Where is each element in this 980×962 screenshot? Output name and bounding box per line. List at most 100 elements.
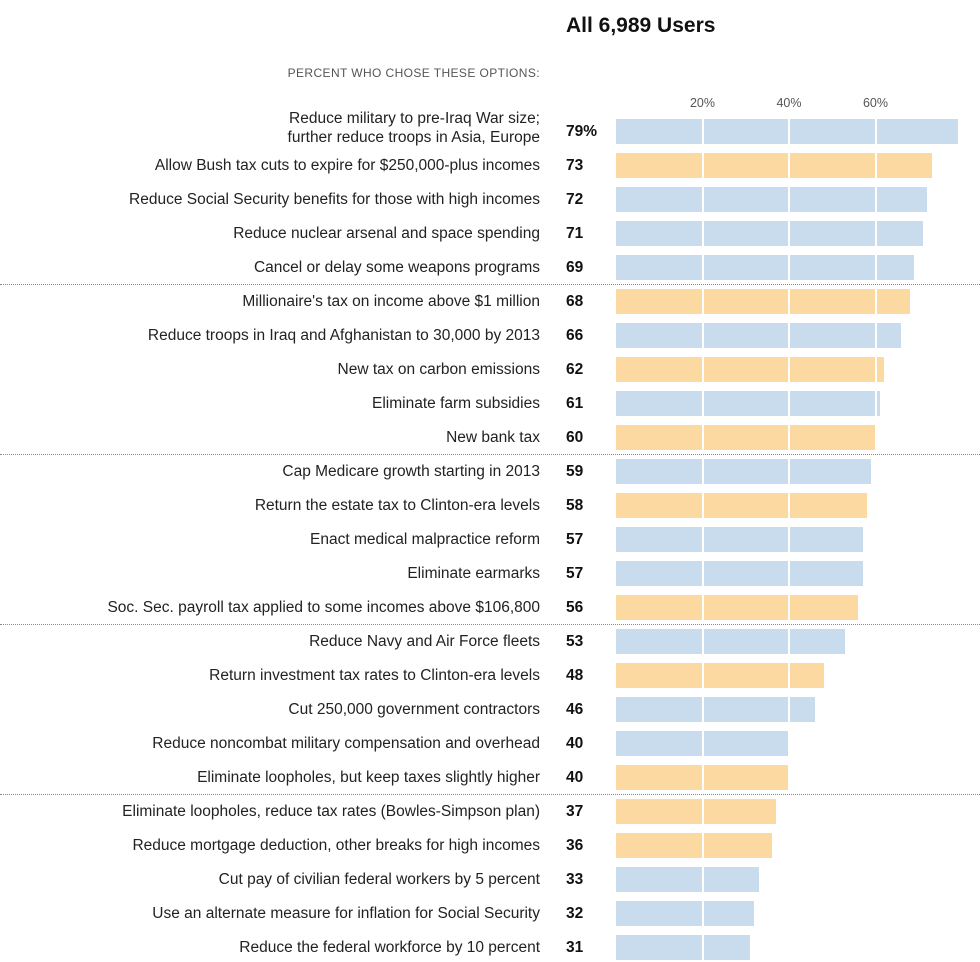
bar bbox=[616, 255, 915, 280]
row-label-line: Eliminate loopholes, reduce tax rates (B… bbox=[122, 803, 540, 820]
row-label-line: Reduce noncombat military compensation a… bbox=[152, 735, 540, 752]
row-label: Eliminate farm subsidies bbox=[372, 394, 540, 413]
row-label: Eliminate earmarks bbox=[407, 564, 540, 583]
row-label-line: Reduce nuclear arsenal and space spendin… bbox=[233, 225, 540, 242]
bar bbox=[616, 527, 863, 552]
row-label: Cut 250,000 government contractors bbox=[288, 700, 540, 719]
group-separator bbox=[0, 623, 980, 625]
row-value: 59 bbox=[566, 463, 584, 480]
bar bbox=[616, 561, 863, 586]
bar bbox=[616, 459, 872, 484]
row-value: 61 bbox=[566, 395, 584, 412]
row-label: New bank tax bbox=[446, 428, 540, 447]
row-value: 31 bbox=[566, 939, 584, 956]
row-label-line: Allow Bush tax cuts to expire for $250,0… bbox=[154, 157, 540, 174]
chart-subtitle: PERCENT WHO CHOSE THESE OPTIONS: bbox=[287, 66, 540, 80]
bar bbox=[616, 493, 867, 518]
row-value: 48 bbox=[566, 667, 584, 684]
row-value: 73 bbox=[566, 157, 584, 174]
row-label-line: New bank tax bbox=[446, 429, 540, 446]
row-label-line: Reduce troops in Iraq and Afghanistan to… bbox=[147, 327, 540, 344]
row-value: 66 bbox=[566, 327, 584, 344]
row-label-line: Eliminate farm subsidies bbox=[372, 395, 540, 412]
bar bbox=[616, 187, 928, 212]
bar bbox=[616, 595, 859, 620]
row-value: 53 bbox=[566, 633, 584, 650]
bar bbox=[616, 391, 880, 416]
group-separator bbox=[0, 283, 980, 285]
row-label-line: Return investment tax rates to Clinton-e… bbox=[209, 667, 540, 684]
row-value: 36 bbox=[566, 837, 584, 854]
tick-label: 60% bbox=[862, 96, 889, 110]
row-label: Use an alternate measure for inflation f… bbox=[152, 904, 540, 923]
bar bbox=[616, 289, 911, 314]
row-label: Reduce Navy and Air Force fleets bbox=[309, 632, 540, 651]
row-value: 60 bbox=[566, 429, 584, 446]
row-value: 68 bbox=[566, 293, 584, 310]
row-label: Reduce military to pre-Iraq War size; fur… bbox=[288, 109, 540, 147]
row-label: Cap Medicare growth starting in 2013 bbox=[282, 462, 540, 481]
row-value: 56 bbox=[566, 599, 584, 616]
row-label-line: Cap Medicare growth starting in 2013 bbox=[282, 463, 540, 480]
row-value: 57 bbox=[566, 531, 584, 548]
row-label: Cut pay of civilian federal workers by 5… bbox=[219, 870, 540, 889]
grid-line bbox=[701, 117, 704, 962]
row-label: Reduce the federal workforce by 10 perce… bbox=[239, 938, 540, 957]
row-label-line: Reduce mortgage deduction, other breaks … bbox=[132, 837, 540, 854]
row-label-line: Return the estate tax to Clinton-era lev… bbox=[254, 497, 540, 514]
row-value: 69 bbox=[566, 259, 584, 276]
row-label-line: Cut 250,000 government contractors bbox=[288, 701, 540, 718]
tick-label: 20% bbox=[689, 96, 716, 110]
grid-line bbox=[788, 117, 790, 962]
tick-label: 40% bbox=[776, 96, 802, 110]
group-separator bbox=[0, 453, 980, 455]
row-label: Return investment tax rates to Clinton-e… bbox=[209, 666, 540, 685]
row-label: Allow Bush tax cuts to expire for $250,0… bbox=[155, 156, 540, 175]
bar bbox=[616, 153, 932, 178]
chart-title: All 6,989 Users bbox=[566, 14, 716, 37]
bar bbox=[616, 901, 755, 926]
bar bbox=[616, 119, 958, 144]
row-label-line: Cut pay of civilian federal workers by 5… bbox=[218, 871, 540, 888]
row-label-line: Reduce Navy and Air Force fleets bbox=[309, 633, 540, 650]
row-value: 40 bbox=[566, 735, 584, 752]
bar bbox=[616, 425, 876, 450]
row-label-line: Reduce Social Security benefits for thos… bbox=[129, 191, 540, 208]
bar bbox=[616, 697, 815, 722]
row-label: Cancel or delay some weapons programs bbox=[254, 258, 540, 277]
bar bbox=[616, 629, 846, 654]
bar bbox=[616, 323, 902, 348]
row-label-line: Cancel or delay some weapons programs bbox=[253, 259, 540, 276]
row-label: Return the estate tax to Clinton-era lev… bbox=[255, 496, 540, 515]
row-label: Eliminate loopholes, reduce tax rates (B… bbox=[122, 802, 540, 821]
row-label-line: Enact medical malpractice reform bbox=[310, 531, 540, 548]
row-label-line: Eliminate earmarks bbox=[407, 565, 540, 582]
row-label: Millionaire's tax on income above $1 mil… bbox=[242, 292, 540, 311]
row-value: 72 bbox=[566, 191, 584, 208]
bar bbox=[616, 357, 885, 382]
bar bbox=[616, 663, 824, 688]
row-value: 62 bbox=[566, 361, 584, 378]
row-label-line: New tax on carbon emissions bbox=[337, 361, 540, 378]
bar bbox=[616, 867, 759, 892]
row-value: 58 bbox=[566, 497, 584, 514]
row-value: 79% bbox=[566, 123, 598, 140]
row-label: Reduce noncombat military compensation a… bbox=[152, 734, 540, 753]
row-value: 33 bbox=[566, 871, 584, 888]
bar bbox=[616, 833, 772, 858]
row-label: Reduce Social Security benefits for thos… bbox=[129, 190, 540, 209]
bar bbox=[616, 221, 924, 246]
row-value: 57 bbox=[566, 565, 584, 582]
grid-line bbox=[874, 117, 877, 962]
row-label-line: Reduce the federal workforce by 10 perce… bbox=[239, 939, 540, 956]
bar bbox=[616, 799, 777, 824]
row-value: 40 bbox=[566, 769, 584, 786]
row-label-line: Millionaire's tax on income above $1 mil… bbox=[242, 293, 540, 310]
row-label: Reduce troops in Iraq and Afghanistan to… bbox=[148, 326, 540, 345]
row-value: 71 bbox=[566, 225, 584, 242]
row-label-line: Reduce military to pre-Iraq War size; bbox=[289, 109, 540, 127]
row-label-line: further reduce troops in Asia, Europe bbox=[287, 128, 540, 146]
bar bbox=[616, 935, 751, 960]
row-label: Soc. Sec. payroll tax applied to some in… bbox=[107, 598, 540, 617]
row-label: New tax on carbon emissions bbox=[338, 360, 540, 379]
